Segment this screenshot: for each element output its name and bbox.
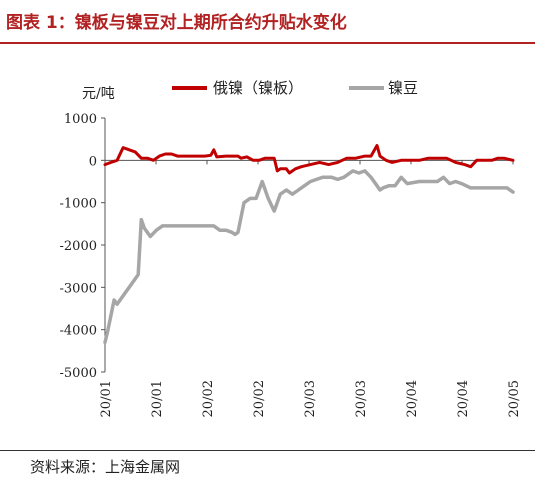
legend-label-0: 俄镍（镍板） xyxy=(213,79,303,97)
y-tick-label: 0 xyxy=(89,154,97,169)
footer-divider xyxy=(0,450,535,451)
x-tick-label: 20/01 xyxy=(99,380,114,417)
x-tick-label: 20/02 xyxy=(201,380,216,417)
title-divider xyxy=(0,42,535,44)
x-tick-label: 20/02 xyxy=(252,380,267,417)
y-tick-label: -5000 xyxy=(60,366,97,381)
x-tick-label: 20/04 xyxy=(405,380,420,417)
series-line-1 xyxy=(103,169,515,345)
legend-label-1: 镍豆 xyxy=(388,79,418,97)
x-tick-label: 20/04 xyxy=(456,380,471,417)
legend: 俄镍（镍板） 镍豆 xyxy=(172,79,418,97)
series-line-0 xyxy=(103,144,515,175)
x-tick-label: 20/01 xyxy=(150,380,165,417)
y-tick-label: -1000 xyxy=(60,197,97,212)
x-tick-label: 20/03 xyxy=(303,380,318,417)
series-layer xyxy=(103,144,515,345)
y-tick-label: 1000 xyxy=(64,112,97,127)
x-tick-label: 20/03 xyxy=(354,380,369,417)
chart-title: 图表 1：镍板与镍豆对上期所合约升贴水变化 xyxy=(6,13,347,33)
y-axis-unit-label: 元/吨 xyxy=(82,86,115,102)
y-tick-label: -3000 xyxy=(60,281,97,296)
x-tick-label: 20/05 xyxy=(507,380,522,417)
y-tick-label: -4000 xyxy=(60,324,97,339)
source-note: 资料来源：上海金属网 xyxy=(30,458,181,476)
y-tick-label: -2000 xyxy=(60,239,97,254)
